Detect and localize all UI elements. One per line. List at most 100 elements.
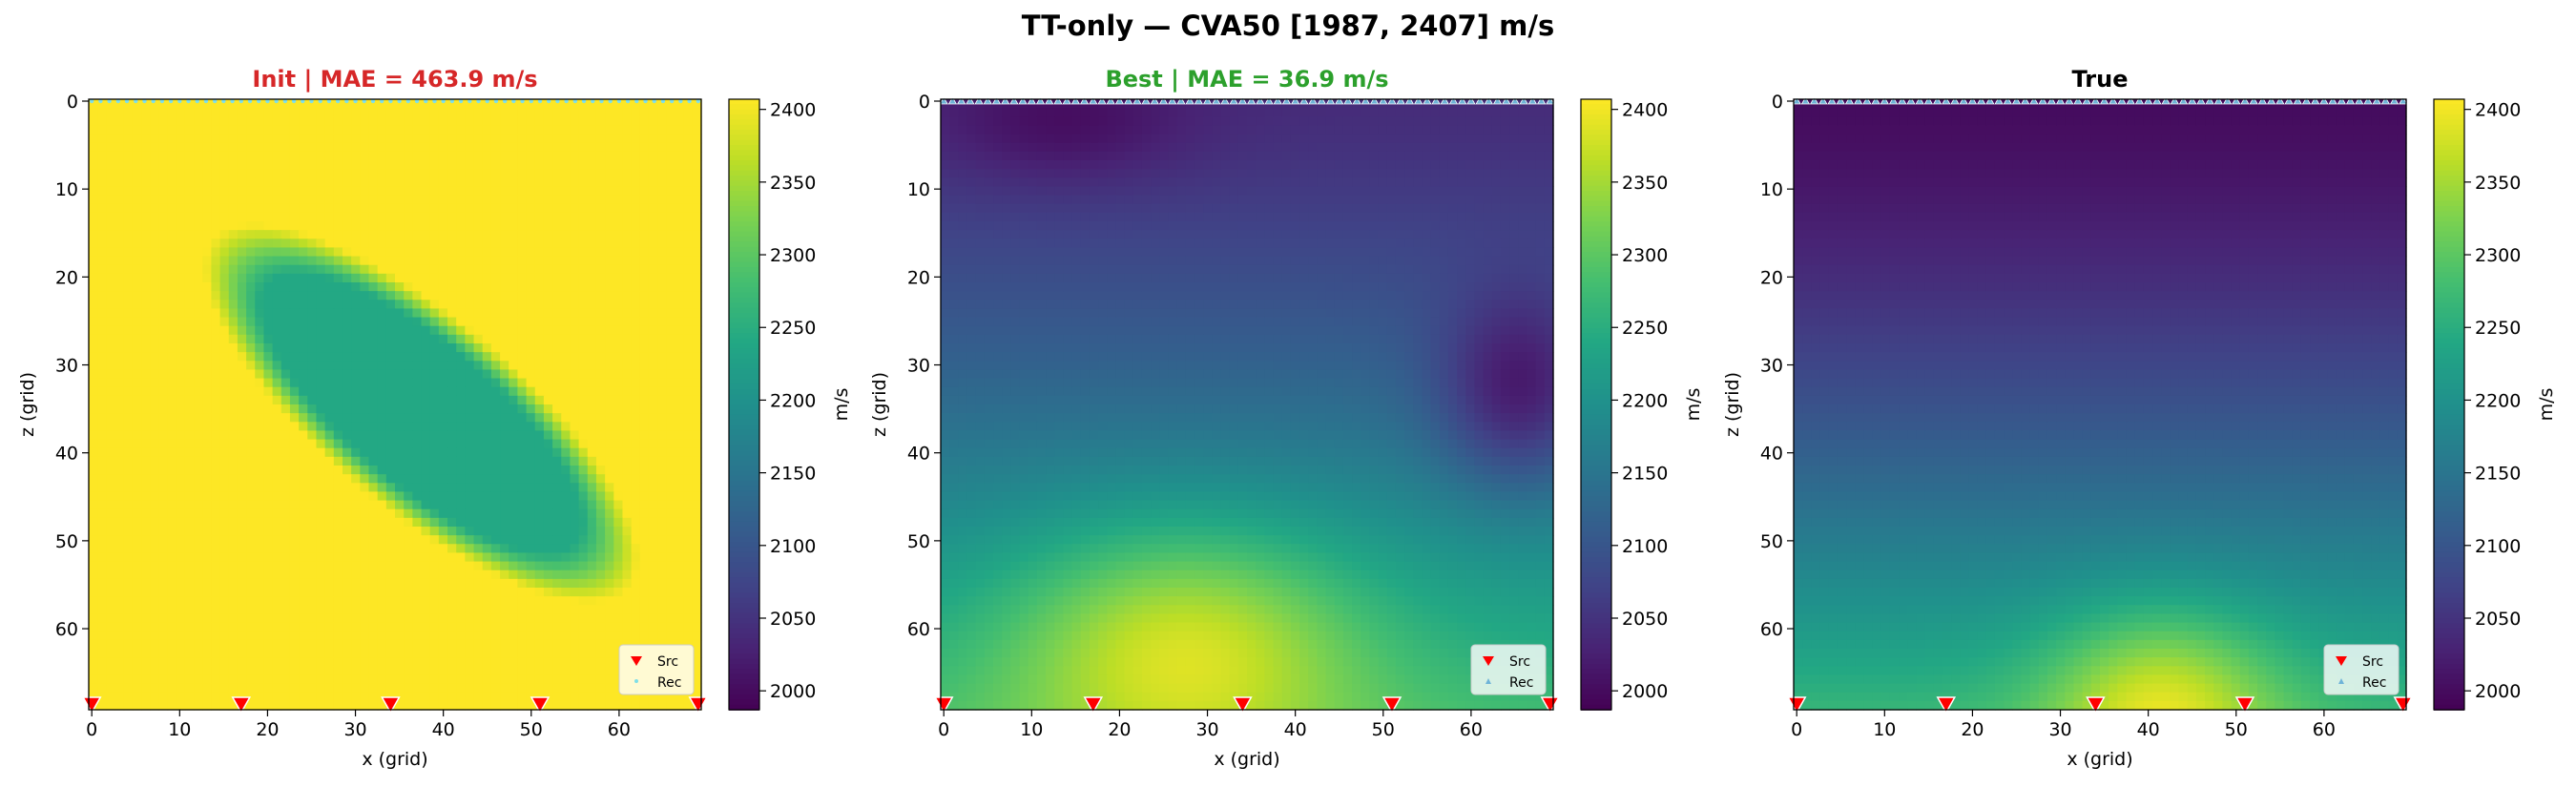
heatmap-cell: [255, 483, 265, 493]
heatmap-cell: [219, 160, 230, 170]
heatmap-cell: [237, 578, 247, 589]
heatmap-cell: [237, 238, 247, 249]
heatmap-cell: [141, 613, 151, 624]
heatmap-cell: [683, 500, 694, 510]
heatmap-cell: [289, 683, 300, 694]
heatmap-cell: [106, 596, 116, 606]
heatmap-cell: [490, 683, 501, 694]
heatmap-cell: [456, 570, 466, 580]
heatmap-cell: [219, 466, 230, 475]
receiver-marker: [239, 98, 243, 104]
heatmap-cell: [613, 588, 624, 597]
heatmap-cell: [123, 221, 134, 231]
heatmap-cell: [106, 649, 116, 658]
heatmap-cell: [158, 264, 169, 275]
heatmap-cell: [255, 422, 265, 432]
heatmap-cell: [412, 552, 423, 563]
heatmap-cell: [404, 203, 413, 214]
heatmap-cell: [639, 527, 650, 536]
heatmap-cell: [395, 361, 405, 371]
heatmap-cell: [246, 325, 256, 336]
heatmap-cell: [447, 413, 457, 423]
heatmap-cell: [613, 177, 624, 188]
heatmap-cell: [316, 674, 326, 685]
heatmap-cell: [675, 186, 685, 197]
heatmap-cell: [421, 588, 431, 597]
heatmap-cell: [97, 422, 107, 432]
heatmap-cell: [561, 404, 571, 414]
heatmap-cell: [683, 491, 694, 502]
heatmap-cell: [473, 508, 484, 519]
heatmap-cell: [631, 186, 641, 197]
heatmap-cell: [158, 700, 169, 711]
heatmap-cell: [438, 456, 448, 466]
heatmap-cell: [97, 639, 107, 650]
heatmap-cell: [534, 291, 545, 300]
heatmap-cell: [404, 361, 413, 371]
heatmap-cell: [500, 561, 509, 571]
heatmap-cell: [395, 552, 405, 563]
heatmap-cell: [360, 230, 370, 239]
heatmap-cell: [570, 273, 580, 283]
heatmap-cell: [412, 99, 423, 109]
heatmap-cell: [246, 361, 256, 371]
heatmap-cell: [316, 247, 326, 258]
heatmap-cell: [246, 613, 256, 624]
heatmap-cell: [342, 552, 352, 563]
heatmap-cell: [561, 578, 571, 589]
heatmap-cell: [324, 552, 335, 563]
heatmap-cell: [158, 588, 169, 597]
heatmap-cell: [299, 439, 308, 449]
heatmap-cell: [657, 413, 667, 423]
heatmap-cell: [299, 413, 308, 423]
heatmap-cell: [228, 404, 239, 414]
heatmap-cell: [429, 99, 440, 109]
heatmap-cell: [299, 674, 308, 685]
heatmap-cell: [692, 649, 702, 658]
heatmap-cell: [150, 552, 159, 563]
heatmap-cell: [657, 230, 667, 239]
heatmap-cell: [211, 160, 221, 170]
heatmap-cell: [246, 151, 256, 161]
heatmap-cell: [395, 352, 405, 362]
heatmap-cell: [613, 169, 624, 178]
heatmap-cell: [167, 195, 177, 205]
heatmap-cell: [299, 177, 308, 188]
heatmap-cell: [421, 282, 431, 292]
heatmap-cell: [473, 256, 484, 266]
heatmap-cell: [324, 177, 335, 188]
heatmap-cell: [675, 256, 685, 266]
heatmap-cell: [114, 500, 125, 510]
heatmap-cell: [150, 369, 159, 380]
heatmap-cell: [167, 108, 177, 117]
heatmap-cell: [360, 561, 370, 571]
heatmap-cell: [132, 613, 142, 624]
heatmap-cell: [114, 605, 125, 615]
heatmap-cell: [377, 491, 387, 502]
heatmap-cell: [114, 125, 125, 135]
heatmap-cell: [150, 570, 159, 580]
heatmap-cell: [307, 474, 318, 484]
receiver-marker: [282, 98, 288, 104]
heatmap-cell: [194, 142, 203, 153]
heatmap-cell: [385, 395, 396, 405]
heatmap-cell: [97, 605, 107, 615]
heatmap-cell: [342, 238, 352, 249]
heatmap-cell: [587, 552, 597, 563]
heatmap-cell: [613, 622, 624, 632]
heatmap-cell: [534, 535, 545, 545]
heatmap-cell: [237, 325, 247, 336]
heatmap-cell: [534, 674, 545, 685]
heatmap-cell: [202, 230, 212, 239]
heatmap-cell: [289, 535, 300, 545]
heatmap-cell: [106, 588, 116, 597]
heatmap-cell: [456, 430, 466, 441]
heatmap-cell: [351, 334, 361, 344]
heatmap-cell: [184, 605, 195, 615]
heatmap-cell: [561, 483, 571, 493]
heatmap-cell: [543, 386, 553, 397]
heatmap-cell: [280, 291, 291, 300]
heatmap-cell: [639, 195, 650, 205]
heatmap-cell: [561, 317, 571, 327]
heatmap-cell: [421, 369, 431, 380]
